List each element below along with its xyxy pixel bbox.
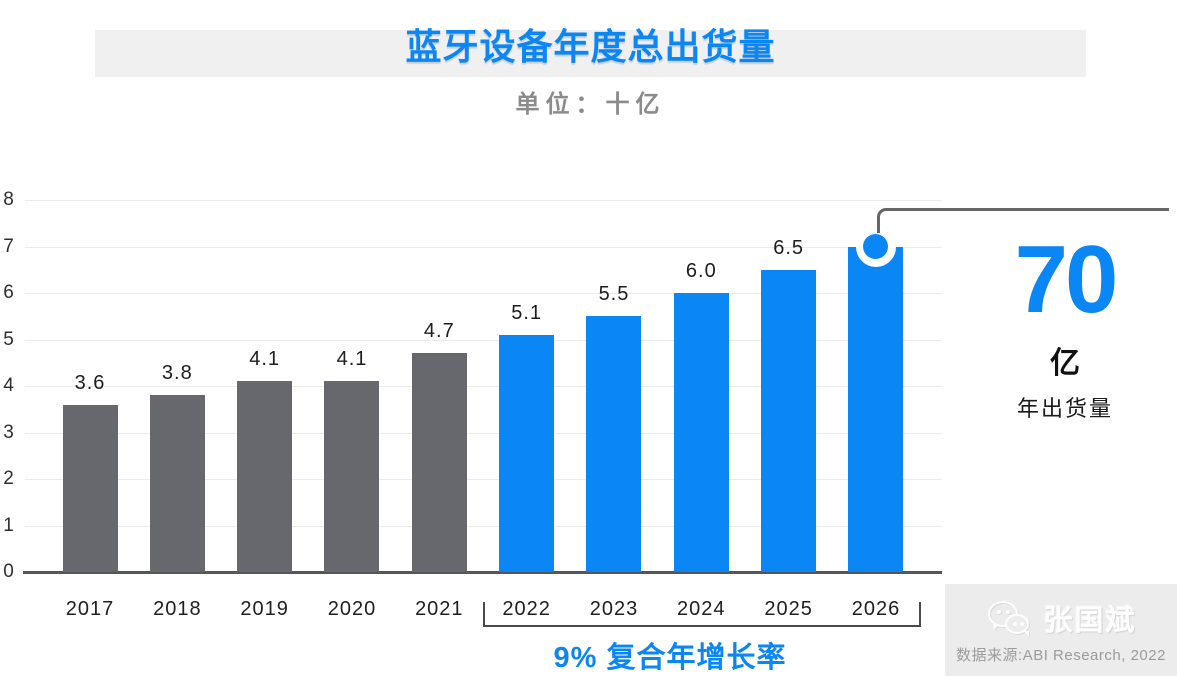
- bar-value-label: 5.1: [511, 301, 543, 324]
- x-tick-label-2017: 2017: [65, 598, 115, 620]
- gridline: [25, 246, 942, 248]
- x-tick-label-2022: 2022: [502, 598, 551, 620]
- y-tick-label: 4: [3, 375, 14, 396]
- callout-unit: 亿: [1050, 347, 1080, 380]
- x-tick-label-2024: 2024: [677, 598, 726, 620]
- bar-value-label: 3.6: [74, 371, 106, 394]
- callout-value: 70: [1014, 226, 1119, 333]
- x-tick-label-2018: 2018: [153, 598, 202, 620]
- highlight-marker-dot: [863, 234, 889, 259]
- highlight-callout: 70 亿 年出货量: [985, 232, 1145, 423]
- wechat-bubble-small: [1005, 614, 1030, 634]
- y-tick-label: 2: [3, 468, 14, 489]
- gridline: [25, 432, 942, 434]
- gridline: [25, 479, 942, 480]
- chart-unit-subtitle: 单位：十亿: [515, 91, 666, 118]
- bar-2017: [62, 404, 118, 572]
- gridline: [25, 293, 942, 294]
- x-tick-label-2023: 2023: [589, 598, 639, 620]
- bar-2025: [761, 269, 817, 572]
- cagr-bracket: [483, 602, 921, 627]
- x-tick-label-2021: 2021: [415, 598, 464, 620]
- bar-2022: [499, 334, 555, 572]
- y-tick-label: 6: [3, 282, 14, 303]
- bar-value-label: 4.1: [336, 348, 368, 371]
- gridline: [25, 525, 942, 527]
- bar-value-label: 4.7: [423, 320, 455, 343]
- x-axis-line: [23, 571, 942, 574]
- bar-value-label: 4.1: [249, 348, 281, 371]
- watermark-row: 张国斌: [985, 598, 1136, 638]
- x-tick-label-2025: 2025: [764, 598, 813, 620]
- y-tick-label: 5: [3, 328, 14, 350]
- callout-label: 年出货量: [1016, 396, 1113, 421]
- x-tick-label-2020: 2020: [327, 598, 377, 620]
- y-tick-label: 8: [3, 189, 14, 210]
- bar-value-label: 3.8: [161, 362, 193, 385]
- bar-2018: [149, 395, 205, 572]
- bar-value-label: 6.0: [685, 260, 717, 282]
- bar-2019: [237, 381, 293, 572]
- bar-value-label: 6.5: [773, 236, 805, 259]
- y-tick-label: 1: [3, 514, 14, 536]
- bar-2026: [848, 246, 904, 572]
- callout-connector-line: [877, 208, 1169, 233]
- x-tick-label-2026: 2026: [851, 598, 901, 620]
- gridline: [25, 386, 942, 387]
- data-source-text: 数据来源:ABI Research, 2022: [956, 647, 1166, 664]
- page-title: 蓝牙设备年度总出货量: [405, 26, 776, 67]
- watermark-name: 张国斌: [1043, 605, 1137, 637]
- y-tick-label: 0: [3, 561, 14, 582]
- bar-2023: [586, 316, 642, 572]
- watermark-area: 张国斌 数据来源:ABI Research, 2022: [945, 584, 1177, 676]
- x-tick-label-2019: 2019: [240, 598, 289, 620]
- gridline: [25, 200, 942, 201]
- bar-2024: [673, 293, 729, 572]
- wechat-icon: [985, 597, 1033, 639]
- gridline: [25, 339, 942, 341]
- bar-2020: [324, 381, 380, 572]
- plot-area: 3.6 3.8 4.1 4.1 4.7 5.1 5.5 6.0 6.5: [23, 200, 942, 574]
- bar-2021: [411, 353, 467, 572]
- y-tick-label: 3: [3, 421, 14, 443]
- bar-value-label: 5.5: [598, 283, 630, 306]
- y-tick-label: 7: [3, 235, 14, 257]
- cagr-text: 9% 复合年增长率: [553, 642, 787, 674]
- title-banner: 蓝牙设备年度总出货量: [95, 26, 1086, 77]
